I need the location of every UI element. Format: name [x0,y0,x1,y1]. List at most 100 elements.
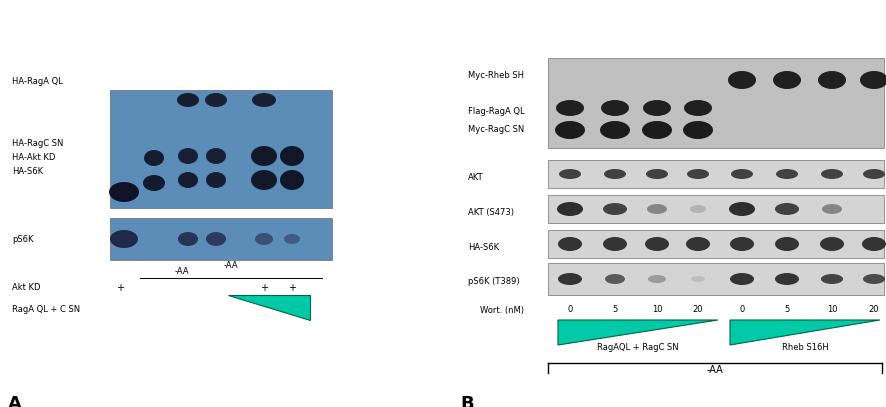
Ellipse shape [776,169,798,179]
Ellipse shape [251,170,277,190]
Bar [548,263,884,295]
Text: HA-S6K: HA-S6K [468,243,499,252]
Ellipse shape [683,121,713,139]
Polygon shape [558,320,718,345]
Ellipse shape [205,93,227,107]
Ellipse shape [177,93,199,107]
Ellipse shape [775,273,799,285]
Ellipse shape [730,237,754,251]
Text: -AA: -AA [175,267,190,276]
Text: 0: 0 [740,306,744,315]
Ellipse shape [559,169,581,179]
Ellipse shape [642,121,672,139]
Ellipse shape [600,121,630,139]
Text: +: + [116,283,124,293]
Ellipse shape [647,204,667,214]
Ellipse shape [773,71,801,89]
Ellipse shape [280,170,304,190]
Text: 20: 20 [869,306,879,315]
Text: pS6K (T389): pS6K (T389) [468,278,519,287]
Ellipse shape [144,150,164,166]
Text: pS6K: pS6K [12,236,34,245]
Text: Myc-RagC SN: Myc-RagC SN [468,125,525,134]
Ellipse shape [775,237,799,251]
Ellipse shape [178,148,198,164]
Ellipse shape [280,146,304,166]
Ellipse shape [206,172,226,188]
Ellipse shape [109,182,139,202]
Ellipse shape [206,232,226,246]
Ellipse shape [818,71,846,89]
Text: 20: 20 [693,306,703,315]
Text: 10: 10 [827,306,837,315]
Text: -AA: -AA [223,261,238,270]
Ellipse shape [820,237,844,251]
Text: HA-S6K: HA-S6K [12,168,43,177]
Ellipse shape [206,148,226,164]
Polygon shape [730,320,880,345]
Ellipse shape [686,237,710,251]
Ellipse shape [728,71,756,89]
Text: Flag-RagA QL: Flag-RagA QL [468,107,525,116]
Text: AKT: AKT [468,173,484,182]
Text: RagAQL + RagC SN: RagAQL + RagC SN [597,344,679,352]
Ellipse shape [558,273,582,285]
Ellipse shape [143,175,165,191]
Text: B: B [460,395,474,407]
Ellipse shape [731,169,753,179]
Ellipse shape [556,100,584,116]
Polygon shape [228,295,310,320]
Text: +: + [288,283,296,293]
Ellipse shape [687,169,709,179]
Ellipse shape [284,234,300,244]
Ellipse shape [252,93,276,107]
Ellipse shape [643,100,671,116]
Text: Rheb S16H: Rheb S16H [781,344,828,352]
Bar [548,195,884,223]
Ellipse shape [863,274,885,284]
Text: 10: 10 [652,306,662,315]
Ellipse shape [605,274,625,284]
Ellipse shape [860,71,886,89]
Ellipse shape [690,205,706,213]
Ellipse shape [178,232,198,246]
Ellipse shape [648,275,666,283]
Ellipse shape [251,146,277,166]
Ellipse shape [863,169,885,179]
Text: 0: 0 [567,306,572,315]
Text: HA-Akt KD: HA-Akt KD [12,153,55,162]
Bar [110,90,332,208]
Ellipse shape [729,202,755,216]
Ellipse shape [604,169,626,179]
Ellipse shape [821,169,843,179]
Text: Myc-Rheb SH: Myc-Rheb SH [468,72,524,81]
Ellipse shape [601,100,629,116]
Text: HA-RagC SN: HA-RagC SN [12,140,64,149]
Ellipse shape [557,202,583,216]
Ellipse shape [110,230,138,248]
Text: -AA: -AA [707,365,723,375]
Text: +: + [260,283,268,293]
Bar [548,58,884,148]
Ellipse shape [775,203,799,215]
Text: A: A [8,395,22,407]
Text: Wort. (nM): Wort. (nM) [480,306,524,315]
Ellipse shape [646,169,668,179]
Ellipse shape [255,233,273,245]
Ellipse shape [555,121,585,139]
Ellipse shape [603,203,627,215]
Bar [548,230,884,258]
Bar [548,160,884,188]
Text: 5: 5 [612,306,618,315]
Ellipse shape [178,172,198,188]
Ellipse shape [821,274,843,284]
Ellipse shape [684,100,712,116]
Bar [110,218,332,260]
Ellipse shape [645,237,669,251]
Ellipse shape [862,237,886,251]
Ellipse shape [603,237,627,251]
Text: Akt KD: Akt KD [12,284,41,293]
Ellipse shape [730,273,754,285]
Text: 5: 5 [784,306,789,315]
Ellipse shape [822,204,842,214]
